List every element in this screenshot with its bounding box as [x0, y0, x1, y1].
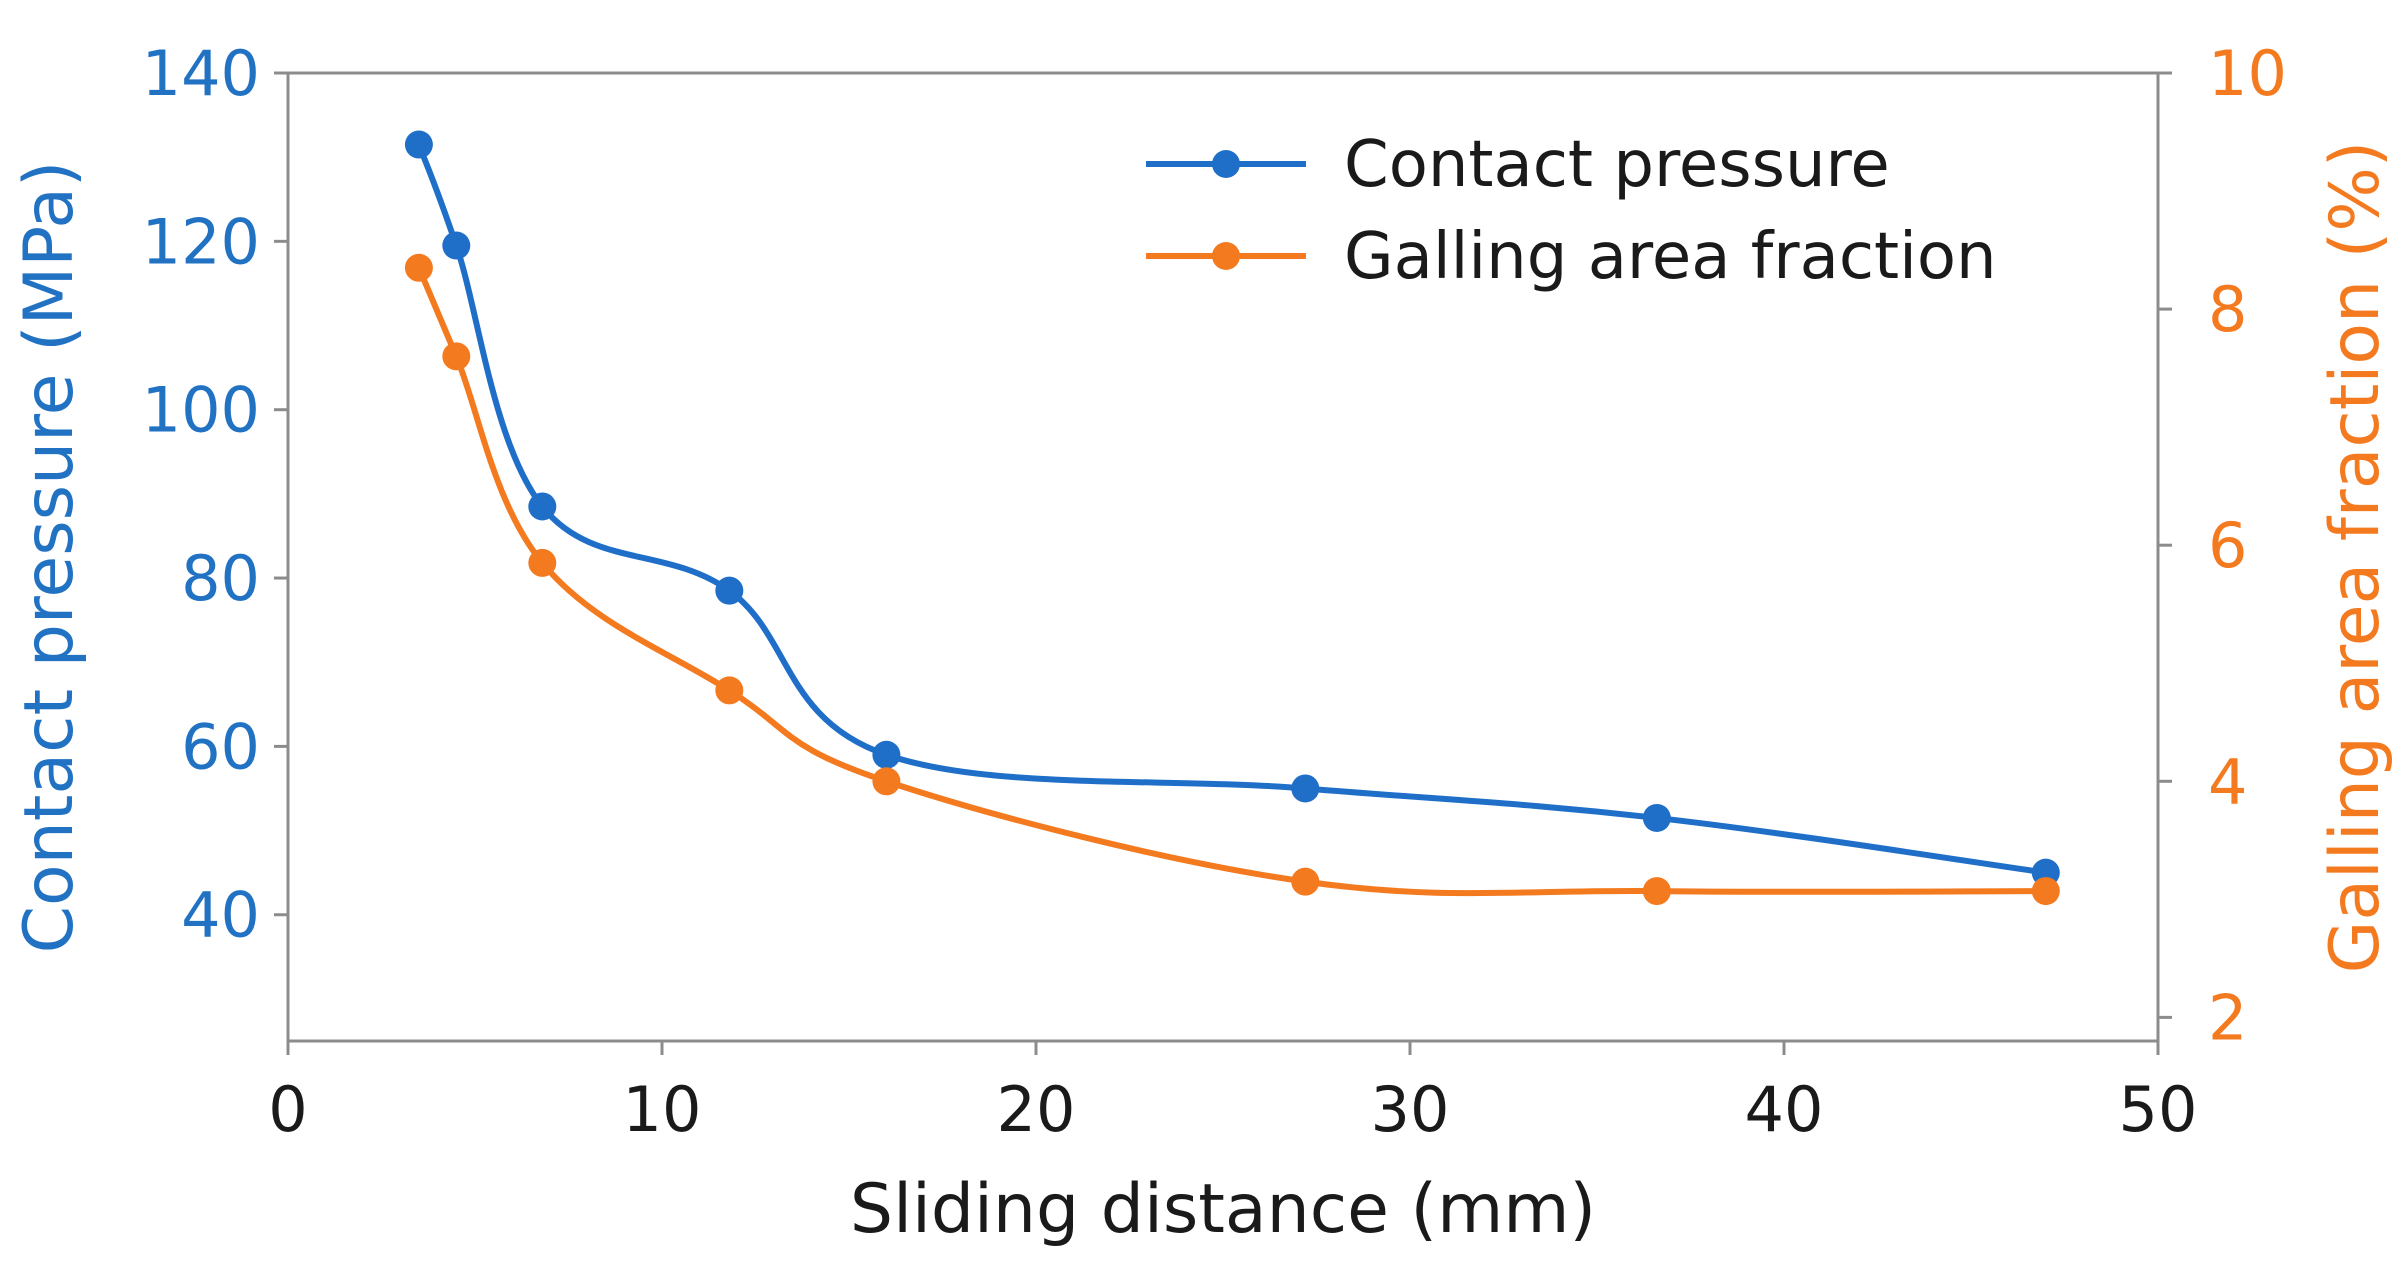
x-tick-label: 40: [1745, 1073, 1824, 1146]
y2-tick-label: 10: [2208, 37, 2287, 110]
galling-area-fraction-point: [528, 548, 557, 577]
y2-tick-label: 4: [2208, 745, 2247, 818]
x-tick-label: 20: [997, 1073, 1076, 1146]
x-tick-label: 10: [623, 1073, 702, 1146]
x-axis-title: Sliding distance (mm): [850, 1170, 1596, 1249]
contact-pressure-point: [442, 231, 471, 260]
contact-pressure-point: [528, 492, 557, 521]
x-tick-label: 0: [268, 1073, 307, 1146]
plot-frame: [286, 71, 2160, 1043]
y-tick-label: 60: [181, 710, 260, 783]
series-layer: [404, 130, 2060, 906]
contact-pressure-point: [1291, 774, 1320, 803]
y-tick-label: 120: [142, 205, 260, 278]
y-tick-label: 140: [142, 37, 260, 110]
y-axis-title: Contact pressure (MPa): [10, 161, 89, 954]
legend-galling-area-fraction-marker: [1212, 242, 1240, 270]
legend-contact-pressure-marker: [1212, 150, 1240, 178]
galling-area-fraction-point: [404, 253, 433, 282]
y2-tick-label: 6: [2208, 509, 2247, 582]
y2-tick-label: 2: [2208, 981, 2247, 1054]
contact-pressure-point: [1642, 803, 1671, 832]
y-tick-label: 80: [181, 542, 260, 615]
legend-galling-area-fraction-label: Galling area fraction: [1344, 220, 1997, 294]
galling-area-fraction-point: [442, 342, 471, 371]
x-tick-label: 50: [2119, 1073, 2198, 1146]
galling-area-fraction-point: [715, 676, 744, 705]
legend: Contact pressure Galling area fraction: [1146, 128, 1997, 294]
contact-pressure-point: [404, 130, 433, 159]
y2-axis-title: Galling area fraction (%): [2316, 141, 2395, 974]
y2-axis-ticks: 2 4 6 8 10: [2158, 37, 2287, 1054]
galling-area-fraction-line: [416, 266, 2046, 897]
x-tick-label: 30: [1371, 1073, 1450, 1146]
legend-contact-pressure-label: Contact pressure: [1344, 128, 1890, 202]
galling-area-fraction-point: [872, 767, 901, 796]
galling-area-fraction-point: [2031, 877, 2060, 906]
y2-tick-label: 8: [2208, 273, 2247, 346]
galling-area-fraction-point: [1642, 877, 1671, 906]
x-axis-ticks: 0 10 20 30 40 50: [268, 1041, 2197, 1146]
y-tick-label: 40: [181, 879, 260, 952]
contact-pressure-point: [715, 576, 744, 605]
galling-area-fraction-point: [1291, 867, 1320, 896]
y-axis-ticks: 40 60 80 100 120 140: [142, 37, 288, 952]
y-tick-label: 100: [142, 374, 260, 447]
contact-pressure-point: [872, 740, 901, 769]
